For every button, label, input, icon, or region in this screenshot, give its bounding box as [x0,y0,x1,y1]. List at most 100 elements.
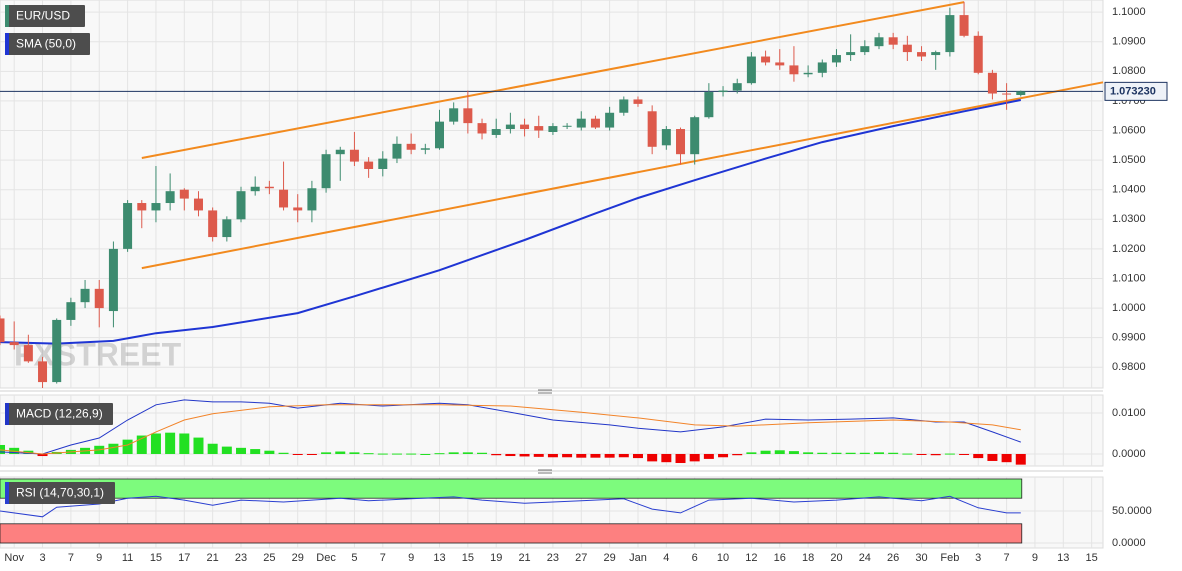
candle-body [420,148,430,150]
histogram-bar [959,453,970,455]
x-tick-label: 7 [1004,552,1010,564]
y-tick-label: 0.0000 [1112,537,1146,549]
y-tick-label: 50.0000 [1112,505,1152,517]
histogram-bar [420,453,431,455]
x-tick-label: 24 [859,552,871,564]
histogram-bar [533,453,544,457]
legend-box [5,33,90,55]
candle-body [860,46,870,53]
candle-body [335,149,345,155]
candle-body [746,56,756,84]
histogram-bar [831,452,842,454]
histogram-bar [632,453,643,459]
histogram-bar [363,453,374,455]
y-tick-label: 1.0400 [1112,184,1146,196]
candle-body [945,15,955,53]
macd-line [0,404,1021,455]
candle-body [208,210,218,238]
x-tick-label: 10 [717,552,729,564]
candle-body [704,92,714,118]
histogram-bar [0,444,5,454]
histogram-bar [122,439,133,454]
histogram-bar [689,453,700,462]
histogram-bar [916,453,927,455]
histogram-bar [944,453,955,455]
histogram-bar [604,453,615,458]
x-tick-label: 9 [96,552,102,564]
candle-body [0,318,5,343]
histogram-bar [803,452,814,454]
histogram-bar [618,453,629,458]
histogram-bar [859,452,870,454]
candle-body [236,191,246,220]
histogram-bar [519,453,530,457]
histogram-bar [1001,453,1012,463]
candle-body [491,129,501,135]
x-tick-label: 15 [150,552,162,564]
candle-body [718,90,728,93]
histogram-bar [264,450,275,454]
histogram-bar [930,453,941,456]
histogram-bar [349,452,360,454]
y-tick-label: 0.0100 [1112,407,1146,419]
x-tick-label: 21 [207,552,219,564]
x-tick-label: 18 [802,552,814,564]
histogram-bar [760,450,771,454]
histogram-bar [902,453,913,455]
candle-body [94,288,104,309]
x-tick-label: 15 [462,552,474,564]
candle-body [576,118,586,128]
panel-background [0,0,1104,389]
x-tick-label: 7 [68,552,74,564]
candle-body [775,62,785,66]
candle-body [392,143,402,159]
histogram-bar [377,453,388,455]
histogram-bar [179,433,190,454]
candle-body [250,186,260,192]
histogram-bar [477,452,488,454]
candle-body [222,219,232,238]
x-tick-label: 9 [1032,552,1038,564]
channel-line [141,81,1104,270]
candle-body [477,123,487,134]
legend-strip [5,5,9,27]
histogram-bar [774,450,785,454]
candle-body [732,83,742,91]
candle-body [590,118,600,128]
candle-body [23,345,33,362]
candle-body [364,161,374,169]
y-tick-label: 1.0500 [1112,154,1146,166]
candle-body [917,52,927,57]
histogram-bar [136,435,147,454]
candle-body [293,207,303,211]
x-tick-label: 30 [915,552,927,564]
histogram-bar [647,453,658,462]
legend-label: SMA (50,0) [16,37,76,51]
candle-body [9,342,19,346]
candle-body [321,154,331,189]
legend-box [5,5,85,27]
x-tick-label: 25 [263,552,275,564]
histogram-bar [462,452,473,454]
histogram-bar [873,452,884,454]
histogram-bar [448,452,459,454]
histogram-bar [491,453,502,456]
candle-body [165,191,175,204]
y-tick-label: 0.0000 [1112,448,1146,460]
rsi-line [0,495,1021,518]
x-tick-label: 29 [604,552,616,564]
candle-body [193,198,203,211]
x-tick-label: 26 [887,552,899,564]
histogram-bar [788,451,799,454]
y-tick-label: 0.9800 [1112,361,1146,373]
candle-body [449,108,459,122]
x-tick-label: Jan [629,552,647,564]
candle-body [151,203,161,211]
x-tick-label: 7 [380,552,386,564]
x-tick-label: 21 [518,552,530,564]
histogram-bar [547,453,558,458]
candle-body [661,129,671,146]
x-tick-label: 3 [39,552,45,564]
x-tick-label: 19 [490,552,502,564]
histogram-bar [165,432,176,454]
